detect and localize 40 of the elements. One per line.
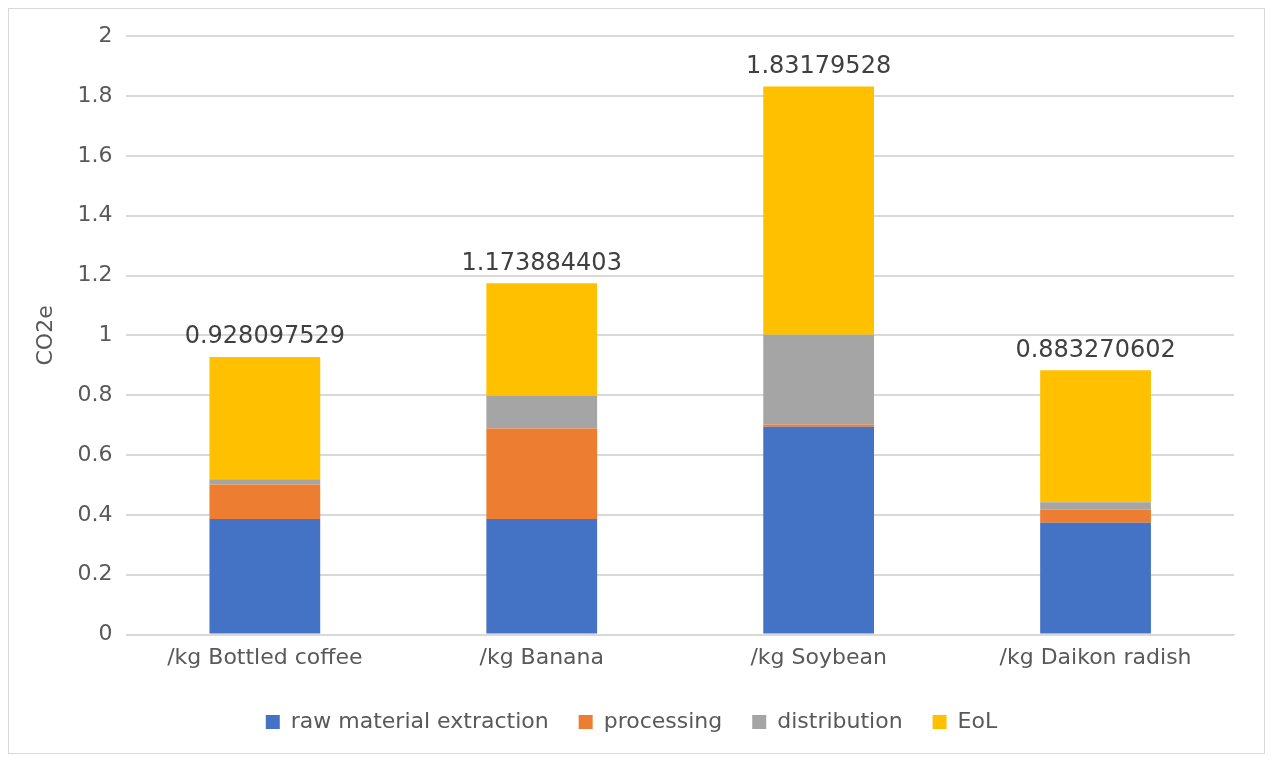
legend-label: distribution [777,707,903,733]
bar [1040,509,1151,523]
bar [209,519,321,634]
bar [486,519,598,634]
y-tick-label: 0.8 [77,380,113,406]
y-tick-label: 0.4 [77,500,113,526]
y-axis-title: CO2e [31,305,57,366]
bar [763,426,875,634]
x-tick-label: /kg Soybean [750,643,887,669]
bar [1040,370,1151,503]
bar [209,356,321,480]
y-tick-label: 0 [98,620,113,646]
y-tick-label: 1.6 [77,141,113,167]
y-tick-label: 2 [98,21,113,47]
x-tick-label: /kg Daikon radish [999,643,1192,669]
bar [1040,522,1151,634]
bar [209,479,321,485]
bar [1040,502,1151,510]
x-tick-label: /kg Banana [479,643,605,669]
bar [209,484,321,520]
total-label: 0.883270602 [1015,334,1176,363]
bar [486,428,598,520]
bar [763,86,875,335]
bar [763,334,875,425]
total-label: 1.173884403 [461,247,622,276]
bar [486,395,598,429]
legend-label: raw material extraction [290,707,549,733]
legend-label: EoL [957,707,998,733]
y-tick-label: 1.8 [77,81,113,107]
bar [486,283,598,396]
total-label: 0.928097529 [184,321,345,350]
legend-label: processing [603,707,723,733]
y-tick-label: 1.4 [77,201,113,227]
y-tick-label: 1 [98,321,113,347]
y-tick-label: 0.6 [77,440,113,466]
y-tick-label: 1.2 [77,261,113,287]
y-tick-label: 0.2 [77,560,113,586]
x-tick-label: /kg Bottled coffee [167,643,363,669]
total-label: 1.83179528 [746,50,892,79]
bar [763,424,875,427]
